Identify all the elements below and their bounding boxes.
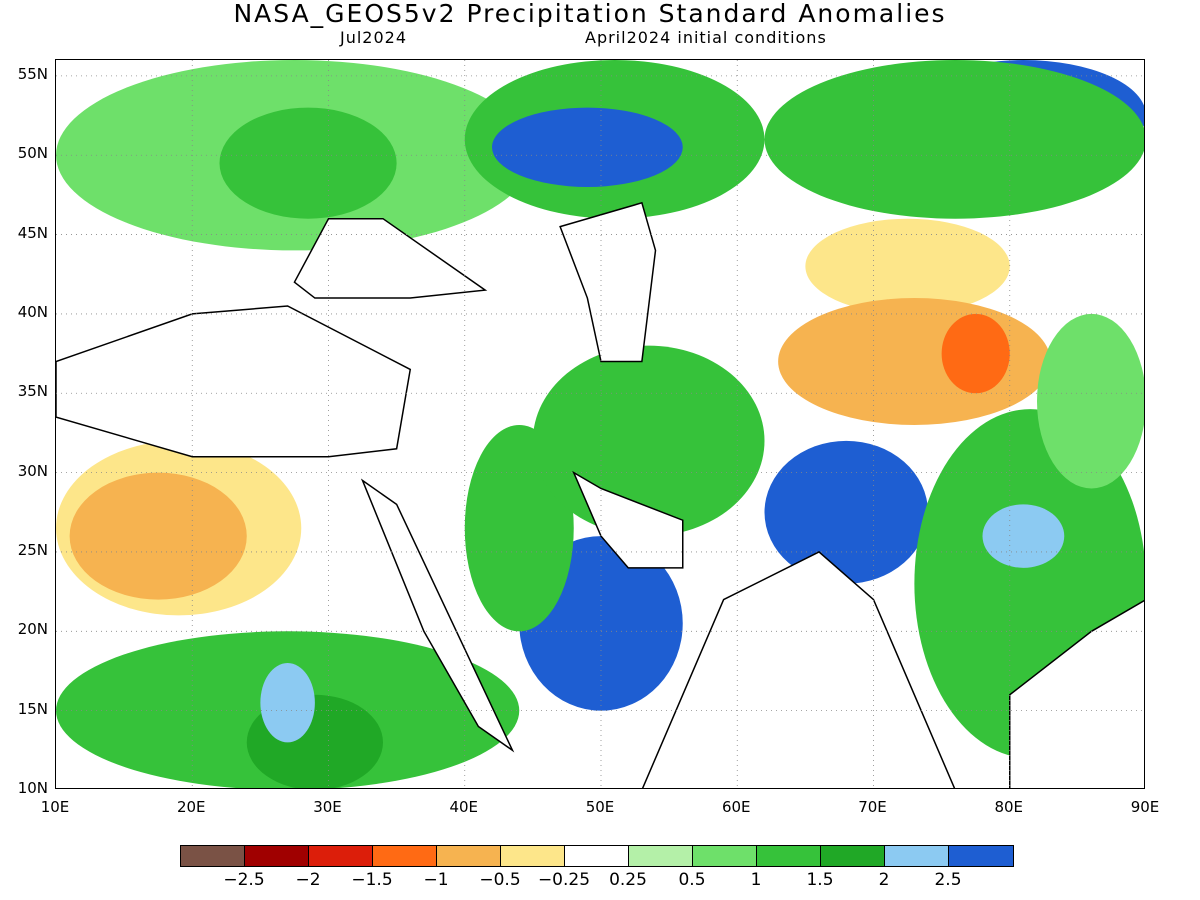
lat-tick-label: 45N [17,223,48,242]
colorbar-swatch [565,846,629,866]
colorbar-swatch [373,846,437,866]
colorbar-swatch [437,846,501,866]
persian-gulf [572,470,684,569]
caspian-sea [559,201,657,363]
anomaly-map [56,60,1144,788]
colorbar-tick-label: 0.25 [609,870,647,890]
lat-tick-label: 20N [17,620,48,639]
lon-tick-label: 80E [994,798,1024,816]
colorbar-swatch [885,846,949,866]
lon-tick-label: 20E [176,798,206,816]
colorbar-tick-label: −0.25 [537,870,591,890]
red-sea [360,478,515,753]
lat-tick-label: 30N [17,461,48,480]
colorbar-tick-label: 1.5 [806,870,834,890]
lat-tick-label: 15N [17,699,48,718]
anomaly-region-siberia-green [764,60,1144,219]
colorbar-swatch [821,846,885,866]
colorbar-tick-label: 2 [878,870,890,890]
colorbar-tick-label: 1 [750,870,762,890]
lon-tick-label: 40E [449,798,479,816]
lon-tick-label: 30E [313,798,342,816]
graticule [56,60,1144,788]
lat-tick-label: 50N [17,144,48,163]
lon-tick-label: 90E [1130,798,1160,816]
anomaly-region-europe-core [219,107,397,219]
colorbar-swatch [181,846,245,866]
lat-tick-label: 40N [17,302,48,321]
colorbar-swatch [757,846,821,866]
anomaly-region-tibet-green [1037,313,1144,489]
lon-tick-label: 10E [40,798,70,816]
anomaly-region-pakistan-blue [764,440,928,584]
lon-tick-label: 70E [858,798,887,816]
anomaly-region-india-east-blue [982,504,1065,568]
black-sea [293,217,488,299]
forecast-month: Jul2024 [340,28,408,47]
colorbar-swatch [629,846,693,866]
anomaly-region-russia-blue [492,107,683,187]
mediterranean-sea [56,305,412,458]
lat-tick-label: 25N [17,540,48,559]
lat-tick-label: 55N [17,64,48,83]
colorbar-tick-label: −0.5 [479,870,521,890]
lon-tick-label: 60E [721,798,751,816]
colorbar-tick-label: 0.5 [678,870,706,890]
anomaly-region-karakoram-orange [941,313,1010,394]
map-panel [55,59,1145,789]
map-title: NASA_GEOS5v2 Precipitation Standard Anom… [233,0,947,28]
colorbar-swatch [309,846,373,866]
colorbar-tick-label: −1.5 [351,870,393,890]
initial-conditions: April2024 initial conditions [585,28,827,47]
colorbar-tick-label: −2.5 [223,870,265,890]
colorbar-tick-label: −2 [295,870,321,890]
colorbar-swatch [949,846,1013,866]
colorbar-swatch [245,846,309,866]
anomaly-region-kazakh-pale [805,218,1010,314]
colorbar-tick-label: −1 [423,870,449,890]
lat-tick-label: 35N [17,382,48,401]
lat-tick-label: 10N [17,779,48,797]
arabian-sea [641,551,956,788]
colorbar-swatch [693,846,757,866]
anomaly-region-n-africa-dry-core [69,472,247,600]
colorbar-tick-label: 2.5 [934,870,962,890]
anomaly-region-sahel-blue [260,663,315,743]
colorbar [180,845,1014,867]
lon-tick-label: 50E [585,798,615,816]
colorbar-swatch [501,846,565,866]
